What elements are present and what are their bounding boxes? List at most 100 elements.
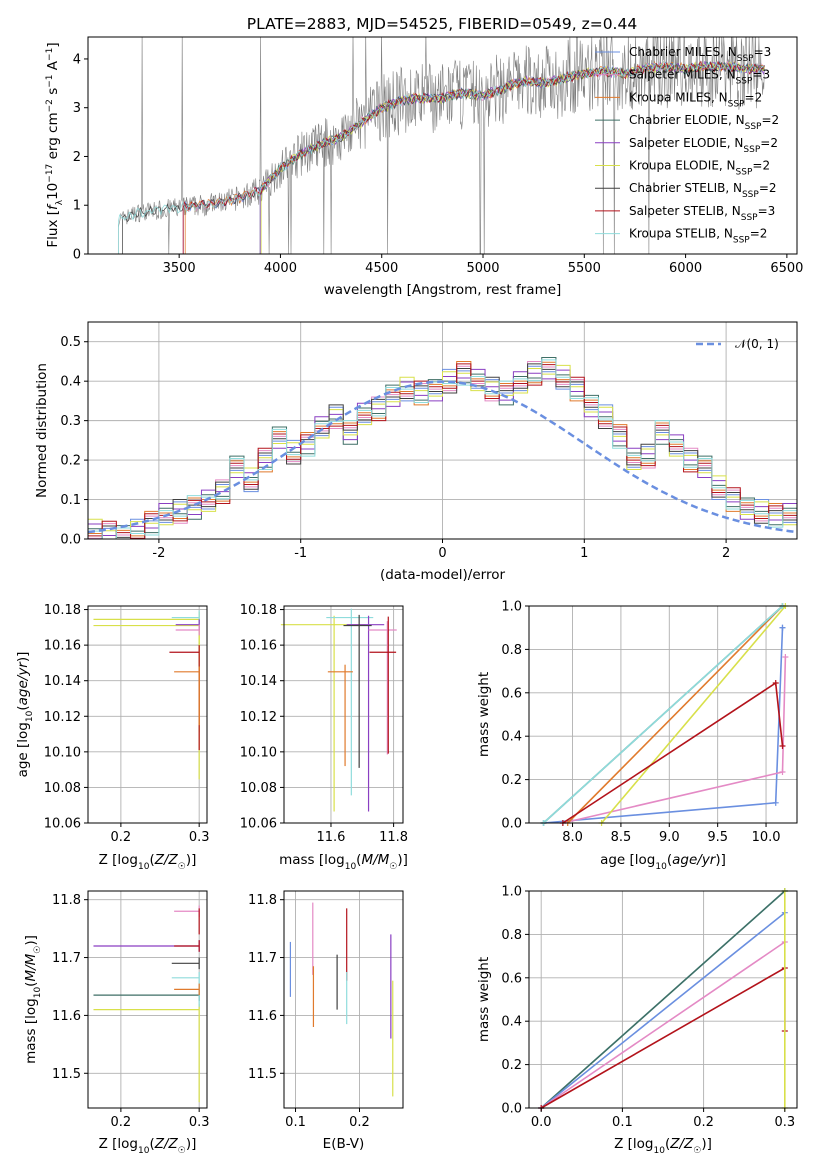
axes-frame — [87, 890, 208, 1109]
y-tick-label: 3 — [73, 101, 81, 116]
y-tick-label: 0.0 — [501, 817, 522, 832]
x-tick-label: 0.0 — [531, 1115, 552, 1130]
x-tick-label: 0.1 — [612, 1115, 633, 1130]
x-tick-label: 8.0 — [562, 830, 583, 845]
x-tick-label: 3500 — [163, 261, 196, 276]
x-tick-label: 4500 — [365, 261, 398, 276]
weight-line-chabrier_elodie — [540, 890, 786, 1109]
y-tick-label: 10.06 — [240, 817, 277, 832]
y-tick-label: 0.1 — [60, 493, 81, 508]
plot-area — [540, 603, 789, 826]
x-tick-label: 11.6 — [316, 830, 345, 845]
y-tick-label: 0.2 — [501, 1058, 522, 1073]
y-tick-label: 11.6 — [248, 1009, 277, 1024]
x-tick-label: 0.1 — [285, 1115, 306, 1130]
y-tick-label: 0.4 — [501, 1015, 522, 1030]
y-tick-label: 11.6 — [52, 1009, 81, 1024]
y-tick-label: 4 — [73, 52, 81, 67]
y-axis-label: Normed distribution — [34, 363, 50, 498]
hist-step-salpeter_elodie — [87, 368, 797, 540]
weight-line-chabrier_miles — [540, 912, 786, 1109]
weight-line-salpeter_stelib — [540, 966, 786, 1109]
y-tick-label: 11.5 — [248, 1067, 277, 1082]
errorbar-point-kroupa_stelib — [326, 608, 374, 796]
weight-marker — [779, 769, 786, 776]
x-tick-label: 5500 — [568, 261, 601, 276]
legend-label-chabrier_elodie: Chabrier ELODIE, NSSP=2 — [629, 113, 779, 132]
y-tick-label: 0.6 — [501, 971, 522, 986]
axes-frame — [283, 605, 404, 824]
y-tick-label: 10.12 — [44, 710, 81, 725]
x-tick-label: 10.0 — [752, 830, 781, 845]
y-tick-label: 1.0 — [501, 885, 522, 900]
weight-line-salpeter_miles — [562, 656, 787, 824]
x-tick-label: 9.5 — [707, 830, 728, 845]
errorbar-point-salpeter_miles — [174, 905, 200, 918]
hist-step-kroupa_elodie — [87, 364, 797, 540]
x-tick-label: -2 — [152, 546, 165, 561]
y-tick-label: 10.14 — [240, 674, 277, 689]
y-tick-label: 0.0 — [501, 1102, 522, 1117]
x-tick-label: 0.2 — [111, 830, 132, 845]
x-tick-label: 0.3 — [189, 830, 210, 845]
y-tick-label: 10.18 — [240, 603, 277, 618]
x-tick-label: 5000 — [466, 261, 499, 276]
x-axis-label: E(B-V) — [323, 1136, 365, 1152]
weight-marker — [779, 742, 786, 749]
plot-area — [538, 888, 788, 1111]
y-tick-label: 0.4 — [501, 730, 522, 745]
panel-spectrum: 3500 4000 4500 5000 5500 6000 6500 0 1 2 3 4 Chabrie… — [45, 36, 803, 298]
x-tick-label: 0.2 — [693, 1115, 714, 1130]
y-tick-label: 1 — [73, 199, 81, 214]
errorbar-point-salpeter_miles — [175, 624, 200, 636]
x-axis-label: mass [log10(M/M☉)] — [279, 852, 408, 872]
weight-line-kroupa_miles — [567, 605, 784, 824]
hist-step-salpeter_stelib — [87, 363, 797, 539]
errorbar-point-kroupa_elodie — [93, 1003, 200, 1103]
y-tick-label: 0.2 — [501, 773, 522, 788]
figure-title: PLATE=2883, MJD=54525, FIBERID=0549, z=0… — [247, 15, 637, 33]
errorbar-point-chabrier_elodie — [93, 989, 200, 1001]
plot-area — [280, 608, 397, 812]
errorbar-point-chabrier_stelib — [171, 957, 200, 970]
y-tick-label: 0.4 — [60, 375, 81, 390]
axes-frame — [87, 605, 208, 824]
axes-frame — [528, 605, 798, 824]
plot-area — [289, 902, 394, 1097]
errorbar-point-kroupa_elodie — [93, 620, 200, 733]
y-tick-label: 11.5 — [52, 1067, 81, 1082]
plot-area — [93, 610, 200, 780]
y-tick-label: 10.12 — [240, 710, 277, 725]
errorbar-point-kroupa_elodie — [93, 612, 200, 780]
panel-residuals: -2 -1 0 1 2 0.0 0.1 0.2 0.3 0.4 0.5 𝒩(0, 1) (data-mo… — [34, 321, 798, 583]
y-tick-label: 0.8 — [501, 928, 522, 943]
y-axis-label: mass weight — [476, 672, 492, 757]
legend-label-chabrier_stelib: Chabrier STELIB, NSSP=2 — [629, 181, 777, 200]
weight-marker — [779, 624, 786, 631]
errorbar-point-salpeter_stelib — [169, 645, 200, 751]
weight-marker — [782, 653, 789, 660]
y-axis-label: mass [log10(M/M☉)] — [23, 935, 43, 1064]
panel-mass_vs_ebv: 0.1 0.2 11.5 11.6 11.7 11.8 E(B-V) — [248, 890, 404, 1152]
legend-label-salpeter_elodie: Salpeter ELODIE, NSSP=2 — [629, 136, 778, 155]
panel-mass_weight_vs_age: 8.0 8.5 9.0 9.5 10.0 0.0 0.2 0.4 0.6 0.8 1.0 age [l… — [476, 600, 798, 872]
x-tick-label: 11.8 — [379, 830, 408, 845]
legend-label-salpeter_miles: Salpeter MILES, NSSP=3 — [629, 68, 770, 87]
y-tick-label: 0 — [73, 248, 81, 263]
legend-label-normal: 𝒩(0, 1) — [735, 337, 779, 351]
weight-line-kroupa_elodie — [600, 605, 787, 824]
y-tick-label: 1.0 — [501, 600, 522, 615]
y-tick-label: 10.06 — [44, 817, 81, 832]
panel-age_vs_mass: 11.6 11.8 10.06 10.08 10.10 10.12 10.14 10.16 10… — [240, 603, 408, 872]
y-tick-label: 0.6 — [501, 686, 522, 701]
x-tick-label: 8.5 — [611, 830, 632, 845]
panel-age_vs_Z: 0.2 0.3 10.06 10.08 10.10 10.12 10.14 10.16 10.1… — [15, 603, 210, 872]
y-tick-label: 10.18 — [44, 603, 81, 618]
y-tick-label: 10.16 — [44, 639, 81, 654]
weight-marker — [772, 799, 779, 806]
weight-line-kroupa_stelib — [542, 605, 784, 824]
errorbar-point-salpeter_elodie — [175, 619, 200, 631]
x-tick-label: 1 — [580, 546, 588, 561]
y-tick-label: 11.7 — [52, 951, 81, 966]
errorbar-point-kroupa_miles — [174, 983, 200, 996]
